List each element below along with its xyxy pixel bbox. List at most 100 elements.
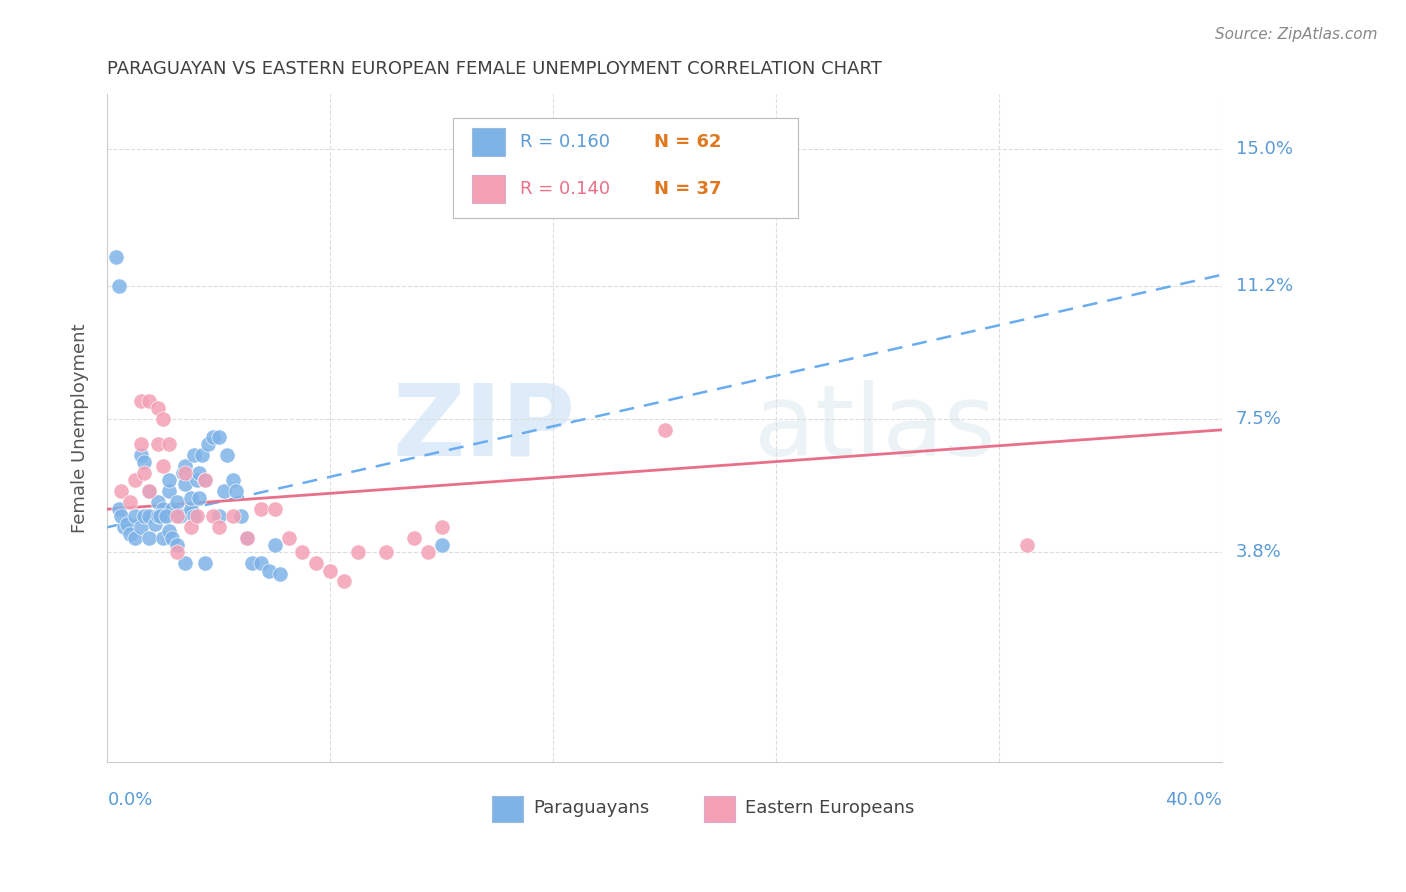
Point (654, 423, 676, 437)
Point (138, 509, 160, 524)
Point (240, 557, 263, 571)
Text: Female Unemployment: Female Unemployment (70, 323, 89, 533)
Point (236, 531, 259, 545)
Point (124, 531, 146, 545)
Point (152, 412, 174, 426)
Point (208, 520, 231, 534)
Text: 3.8%: 3.8% (1236, 543, 1281, 561)
Point (152, 531, 174, 545)
Point (166, 509, 188, 524)
Point (208, 509, 231, 524)
Point (107, 502, 129, 516)
Point (257, 564, 280, 578)
Bar (492, 797, 523, 822)
Point (146, 401, 169, 416)
Point (157, 524, 180, 538)
Point (236, 531, 259, 545)
Point (104, 250, 127, 264)
Point (132, 466, 155, 480)
Point (166, 495, 188, 509)
Text: 0.0%: 0.0% (107, 790, 153, 808)
Point (155, 509, 177, 524)
Point (146, 437, 169, 451)
Text: Eastern Europeans: Eastern Europeans (745, 799, 914, 817)
Point (166, 538, 188, 552)
Text: 40.0%: 40.0% (1166, 790, 1222, 808)
Point (143, 516, 166, 531)
Point (222, 474, 245, 488)
Point (180, 491, 202, 506)
Point (263, 502, 285, 516)
Point (138, 484, 160, 499)
Point (194, 474, 217, 488)
Point (217, 448, 239, 462)
Point (319, 564, 342, 578)
Point (157, 437, 180, 451)
Point (249, 557, 271, 571)
Point (152, 458, 174, 473)
Point (263, 538, 285, 552)
Point (277, 531, 299, 545)
Point (180, 502, 202, 516)
Point (214, 484, 236, 499)
Point (110, 484, 132, 499)
Point (208, 430, 231, 444)
Text: R = 0.160: R = 0.160 (520, 133, 610, 151)
Point (416, 545, 439, 559)
Point (188, 466, 211, 480)
Point (174, 477, 197, 491)
Point (107, 278, 129, 293)
Point (157, 474, 180, 488)
Point (152, 509, 174, 524)
Point (152, 502, 174, 516)
Point (174, 557, 197, 571)
Point (222, 509, 245, 524)
Point (118, 495, 141, 509)
Point (269, 567, 291, 582)
Point (129, 394, 152, 409)
Bar (703, 797, 735, 822)
Point (166, 545, 188, 559)
Text: R = 0.140: R = 0.140 (520, 179, 610, 197)
Point (132, 509, 155, 524)
Point (112, 520, 135, 534)
Point (180, 520, 202, 534)
Text: atlas: atlas (754, 380, 995, 476)
Point (375, 545, 398, 559)
Point (197, 437, 219, 451)
Point (138, 394, 160, 409)
Point (146, 509, 169, 524)
Point (124, 474, 146, 488)
Point (291, 545, 314, 559)
Text: ZIP: ZIP (392, 380, 575, 476)
Point (110, 509, 132, 524)
Text: 11.2%: 11.2% (1236, 277, 1294, 294)
Point (305, 557, 328, 571)
Point (129, 448, 152, 462)
Point (183, 509, 205, 524)
Text: N = 62: N = 62 (654, 133, 721, 151)
Point (132, 455, 155, 469)
Point (402, 531, 425, 545)
Point (118, 527, 141, 541)
Text: PARAGUAYAN VS EASTERN EUROPEAN FEMALE UNEMPLOYMENT CORRELATION CHART: PARAGUAYAN VS EASTERN EUROPEAN FEMALE UN… (107, 60, 883, 78)
Bar (472, 175, 505, 203)
Text: N = 37: N = 37 (654, 179, 721, 197)
Point (138, 531, 160, 545)
Point (202, 509, 225, 524)
Point (172, 466, 194, 480)
Point (160, 502, 183, 516)
Point (430, 520, 453, 534)
Point (194, 474, 217, 488)
Point (1015, 538, 1038, 552)
Point (160, 531, 183, 545)
Point (347, 545, 370, 559)
Point (186, 474, 208, 488)
Point (129, 437, 152, 451)
FancyBboxPatch shape (453, 118, 799, 218)
Text: Source: ZipAtlas.com: Source: ZipAtlas.com (1215, 27, 1378, 42)
Text: 7.5%: 7.5% (1236, 410, 1282, 428)
Point (225, 484, 247, 499)
Point (124, 509, 146, 524)
Point (249, 502, 271, 516)
